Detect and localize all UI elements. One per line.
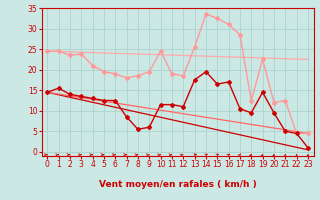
X-axis label: Vent moyen/en rafales ( km/h ): Vent moyen/en rafales ( km/h ) — [99, 180, 256, 189]
